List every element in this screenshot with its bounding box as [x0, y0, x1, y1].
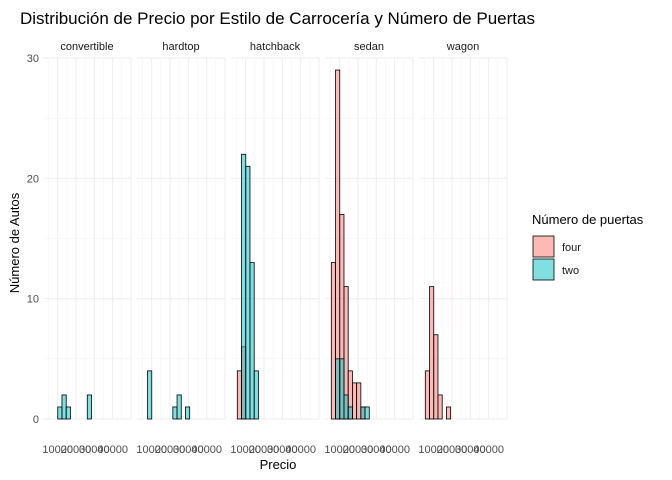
bar-two — [61, 394, 67, 420]
x-tick-label: 20000 — [61, 444, 92, 456]
legend-key-four — [532, 235, 555, 258]
x-tick-label: 30000 — [361, 444, 392, 456]
x-tick-label: 30000 — [79, 444, 110, 456]
x-tick-label: 20000 — [437, 444, 468, 456]
bar-two — [176, 394, 182, 420]
facet-strip-label: convertible — [60, 41, 113, 53]
bar-two — [147, 370, 153, 420]
bar-two — [360, 406, 366, 420]
bar-two — [185, 406, 191, 420]
bar-two — [249, 262, 255, 420]
bar-four — [330, 262, 336, 420]
x-tick-label: 40000 — [473, 444, 504, 456]
bar-four — [429, 286, 435, 420]
x-tick-label: 10000 — [418, 444, 449, 456]
bar-two — [335, 358, 341, 420]
chart-title: Distribución de Precio por Estilo de Car… — [20, 9, 535, 28]
bar-two — [65, 406, 71, 420]
bar-four — [433, 334, 439, 420]
x-tick-label: 20000 — [343, 444, 374, 456]
y-tick-label: 30 — [27, 53, 39, 65]
y-tick-label: 0 — [33, 414, 39, 426]
bar-two — [86, 394, 92, 420]
y-tick-label: 10 — [27, 294, 39, 306]
legend-label-two: two — [562, 265, 579, 277]
y-axis-title: Número de Autos — [7, 192, 22, 293]
bar-four — [446, 406, 452, 420]
bar-two — [364, 406, 370, 420]
bar-two — [245, 165, 251, 420]
x-axis-title: Precio — [260, 457, 297, 472]
x-tick-label: 10000 — [324, 444, 355, 456]
bar-four — [424, 370, 430, 420]
facet-strip-label: wagon — [446, 41, 479, 53]
x-tick-label: 30000 — [173, 444, 204, 456]
x-tick-label: 40000 — [379, 444, 410, 456]
legend-key-two — [532, 258, 555, 281]
facet-strip-label: hardtop — [162, 41, 199, 53]
bar-two — [172, 406, 178, 420]
facet-strip-label: sedan — [354, 41, 384, 53]
legend-title: Número de puertas — [532, 212, 644, 227]
bar-four — [356, 382, 362, 420]
x-tick-label: 20000 — [249, 444, 280, 456]
x-tick-label: 10000 — [42, 444, 73, 456]
x-tick-label: 30000 — [455, 444, 486, 456]
legend-label-four: four — [562, 242, 581, 254]
x-tick-label: 10000 — [136, 444, 167, 456]
bar-two — [57, 406, 63, 420]
x-tick-label: 40000 — [97, 444, 128, 456]
x-tick-label: 20000 — [155, 444, 186, 456]
x-tick-label: 30000 — [267, 444, 298, 456]
x-tick-label: 40000 — [285, 444, 316, 456]
legend: Número de puertas four two — [532, 212, 644, 281]
bar-four — [437, 394, 443, 420]
bar-two — [241, 153, 247, 420]
bar-two — [347, 406, 353, 420]
facet-strip-label: hatchback — [250, 41, 301, 53]
x-tick-label: 10000 — [230, 444, 261, 456]
y-tick-label: 20 — [27, 173, 39, 185]
bar-two — [253, 370, 259, 420]
bar-two — [339, 358, 345, 420]
bar-four — [236, 370, 242, 420]
facet-panels: convertible10000200003000040000hardtop10… — [42, 41, 508, 456]
x-tick-label: 40000 — [191, 444, 222, 456]
bar-two — [343, 394, 349, 420]
bar-four — [352, 382, 358, 420]
